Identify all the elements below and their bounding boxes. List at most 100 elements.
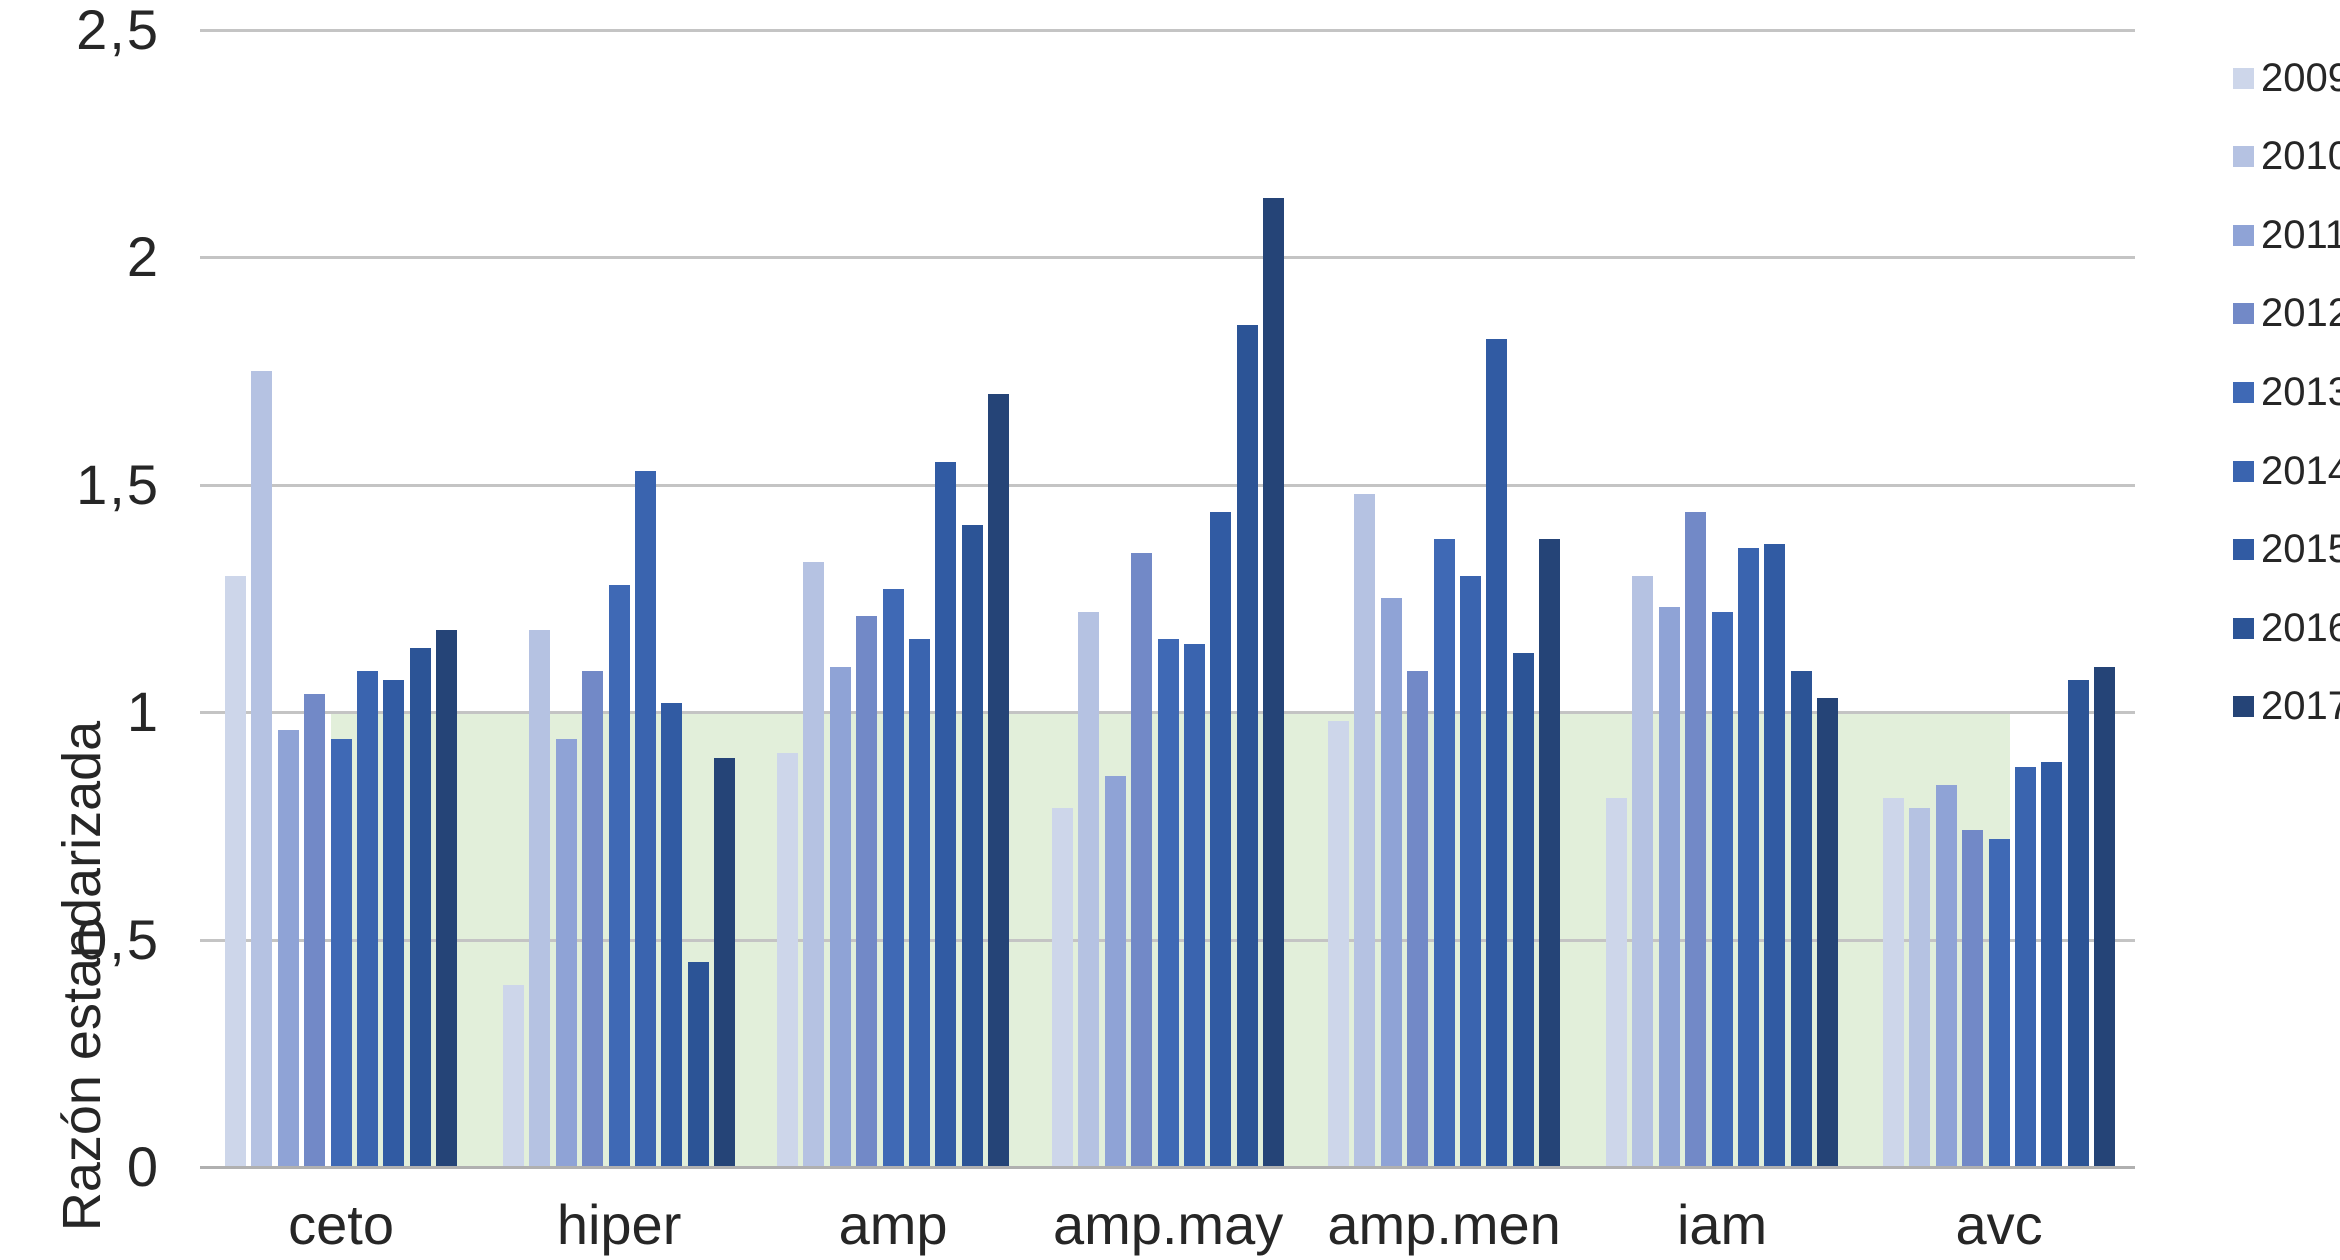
x-category-label-amp.men: amp.men bbox=[1327, 1193, 1561, 1256]
legend-item-2010: 2010 bbox=[2233, 134, 2340, 179]
bar-iam-2012 bbox=[1685, 511, 1707, 1167]
bar-amp-2013 bbox=[882, 589, 904, 1167]
y-tick-label-0: 0 bbox=[126, 1135, 160, 1198]
bar-iam-2015 bbox=[1764, 543, 1786, 1167]
x-category-label-amp: amp bbox=[838, 1193, 948, 1256]
legend-item-2009: 2009 bbox=[2233, 56, 2340, 100]
bar-amp.may-2009 bbox=[1052, 807, 1073, 1167]
y-tick-label-2,5: 2,5 bbox=[76, 0, 160, 61]
x-category-label-avc: avc bbox=[1955, 1193, 2043, 1256]
bar-amp-2014 bbox=[909, 639, 930, 1167]
bar-amp.men-2014 bbox=[1460, 575, 1481, 1167]
bar-iam-2010 bbox=[1632, 575, 1654, 1167]
legend-item-2017: 2017 bbox=[2233, 684, 2340, 729]
legend-item-2011: 2011 bbox=[2233, 213, 2340, 257]
bar-avc-2014 bbox=[2015, 766, 2036, 1167]
bar-amp-2010 bbox=[803, 561, 825, 1167]
legend-item-2016: 2016 bbox=[2233, 606, 2340, 650]
bar-avc-2009 bbox=[1883, 798, 1904, 1167]
y-tick-label-0,5: 0,5 bbox=[76, 907, 160, 971]
bar-hiper-2015 bbox=[661, 702, 683, 1167]
gridline-2 bbox=[200, 256, 2135, 259]
bar-amp.may-2017 bbox=[1263, 197, 1285, 1167]
bar-amp-2015 bbox=[935, 461, 957, 1167]
bar-amp.may-2010 bbox=[1078, 611, 1100, 1167]
bar-hiper-2011 bbox=[555, 739, 577, 1167]
bar-avc-2016 bbox=[2067, 680, 2089, 1167]
legend-label-2011: 2011 bbox=[2261, 212, 2340, 257]
bar-iam-2017 bbox=[1817, 698, 1839, 1167]
bar-amp.may-2016 bbox=[1236, 325, 1258, 1167]
legend-swatch-2009 bbox=[2233, 67, 2254, 89]
bar-amp.men-2009 bbox=[1328, 721, 1349, 1167]
bar-amp.men-2011 bbox=[1380, 598, 1402, 1167]
legend-label-2016: 2016 bbox=[2261, 605, 2340, 650]
bar-amp.men-2012 bbox=[1407, 671, 1429, 1167]
legend-item-2015: 2015 bbox=[2233, 527, 2340, 572]
legend-item-2014: 2014 bbox=[2233, 449, 2340, 493]
y-tick-label-1,5: 1,5 bbox=[76, 452, 160, 516]
legend-swatch-2012 bbox=[2233, 303, 2254, 325]
legend-swatch-2016 bbox=[2233, 617, 2254, 639]
bar-amp-2009 bbox=[777, 752, 798, 1167]
legend-swatch-2010 bbox=[2233, 146, 2254, 168]
x-category-label-iam: iam bbox=[1676, 1193, 1768, 1256]
legend-label-2013: 2013 bbox=[2261, 369, 2340, 414]
bar-ceto-2011 bbox=[277, 730, 299, 1167]
bar-avc-2015 bbox=[2041, 762, 2063, 1167]
bar-avc-2012 bbox=[1962, 830, 1984, 1167]
bar-avc-2017 bbox=[2094, 666, 2116, 1167]
legend-label-2017: 2017 bbox=[2261, 684, 2340, 729]
bar-amp.may-2015 bbox=[1210, 511, 1232, 1167]
bar-hiper-2016 bbox=[687, 962, 709, 1167]
legend-label-2010: 2010 bbox=[2261, 134, 2340, 179]
bar-amp-2017 bbox=[988, 393, 1010, 1167]
bar-iam-2011 bbox=[1658, 607, 1680, 1167]
y-tick-label-2: 2 bbox=[126, 225, 160, 288]
bar-hiper-2017 bbox=[714, 757, 736, 1167]
legend-swatch-2015 bbox=[2233, 539, 2254, 561]
bar-amp.men-2015 bbox=[1486, 338, 1508, 1167]
bar-iam-2009 bbox=[1606, 798, 1627, 1167]
bar-iam-2014 bbox=[1738, 548, 1759, 1167]
legend-swatch-2014 bbox=[2233, 460, 2254, 482]
bar-amp.men-2010 bbox=[1354, 493, 1376, 1167]
legend-swatch-2013 bbox=[2233, 381, 2254, 403]
bar-amp.men-2013 bbox=[1433, 539, 1455, 1167]
x-category-label-ceto: ceto bbox=[288, 1193, 395, 1256]
bar-hiper-2014 bbox=[635, 470, 656, 1167]
bar-amp.may-2013 bbox=[1157, 639, 1179, 1167]
x-category-label-amp.may: amp.may bbox=[1052, 1193, 1284, 1256]
y-tick-label-1: 1 bbox=[126, 680, 160, 743]
legend-swatch-2011 bbox=[2233, 224, 2254, 246]
bar-amp-2011 bbox=[829, 666, 851, 1167]
bar-avc-2011 bbox=[1935, 784, 1957, 1167]
bar-hiper-2010 bbox=[529, 630, 551, 1167]
bar-iam-2013 bbox=[1711, 611, 1733, 1167]
bar-ceto-2015 bbox=[383, 680, 405, 1167]
legend-label-2012: 2012 bbox=[2261, 291, 2340, 336]
gridline-1,5 bbox=[200, 483, 2135, 487]
x-category-label-hiper: hiper bbox=[556, 1193, 682, 1256]
bar-ceto-2010 bbox=[251, 370, 273, 1167]
bar-hiper-2009 bbox=[503, 985, 524, 1167]
legend-item-2013: 2013 bbox=[2233, 370, 2340, 414]
bar-ceto-2013 bbox=[330, 739, 352, 1167]
bar-amp.may-2012 bbox=[1131, 552, 1153, 1167]
legend-label-2015: 2015 bbox=[2261, 527, 2340, 572]
bar-avc-2013 bbox=[1988, 839, 2010, 1167]
bar-hiper-2013 bbox=[608, 584, 630, 1167]
legend-swatch-2017 bbox=[2233, 696, 2254, 718]
x-axis-line bbox=[200, 1166, 2135, 1169]
legend-label-2009: 2009 bbox=[2261, 55, 2340, 100]
bar-amp.may-2011 bbox=[1104, 775, 1126, 1167]
bar-iam-2016 bbox=[1790, 671, 1812, 1167]
bar-ceto-2017 bbox=[436, 630, 458, 1167]
bar-amp.men-2016 bbox=[1512, 652, 1534, 1167]
bar-hiper-2012 bbox=[582, 671, 604, 1167]
bar-ceto-2014 bbox=[357, 671, 378, 1167]
bar-avc-2010 bbox=[1909, 807, 1931, 1167]
bar-ceto-2016 bbox=[409, 648, 431, 1167]
gridline-2,5 bbox=[200, 28, 2135, 32]
